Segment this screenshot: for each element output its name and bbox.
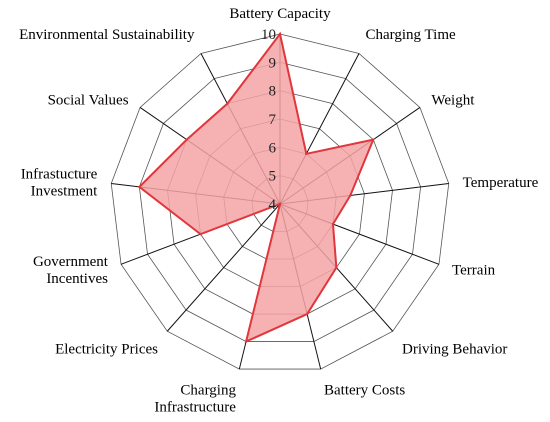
data-point-6 — [305, 312, 309, 316]
data-point-11 — [185, 138, 188, 141]
category-label-8: Electricity Prices — [55, 342, 158, 358]
category-label-7: Charging Infrastructure — [154, 383, 236, 416]
spoke-8 — [166, 203, 281, 332]
data-point-9 — [199, 232, 202, 236]
tick-label-8: 8 — [269, 84, 277, 100]
tick-label-9: 9 — [269, 55, 277, 71]
data-point-5 — [335, 266, 338, 269]
series-area-0 — [137, 31, 375, 344]
category-label-4: Terrain — [452, 262, 496, 278]
category-label-9: Government Incentives — [33, 254, 109, 287]
data-point-8 — [278, 202, 282, 206]
category-label-1: Charging Time — [366, 27, 457, 43]
data-point-10 — [138, 185, 141, 189]
data-point-7 — [244, 340, 248, 343]
grid-ring-9 — [138, 61, 422, 342]
data-point-12 — [226, 102, 229, 105]
category-label-2: Weight — [431, 92, 475, 108]
category-label-5: Driving Behavior — [402, 342, 507, 358]
category-label-11: Social Values — [48, 92, 129, 108]
category-label-10: Infrastucture Investment — [21, 166, 98, 199]
radar-series — [137, 31, 375, 344]
radial-tick-labels: 4 5 6 7 8 9 10 — [261, 27, 277, 213]
data-point-3 — [349, 194, 352, 197]
tick-label-6: 6 — [269, 140, 277, 156]
data-point-1 — [305, 152, 308, 156]
tick-label-5: 5 — [269, 169, 277, 185]
data-point-2 — [372, 138, 375, 141]
data-point-4 — [331, 222, 335, 226]
category-label-3: Temperature — [463, 175, 539, 191]
tick-label-10: 10 — [261, 27, 276, 43]
category-label-12: Environmental Sustainability — [19, 27, 195, 43]
tick-label-4: 4 — [269, 197, 277, 213]
category-label-0: Battery Capacity — [229, 6, 331, 22]
category-labels: Battery Capacity Charging Time Weight Tempe… — [19, 6, 538, 416]
grid-ring-10 — [110, 33, 450, 370]
data-point-0 — [278, 32, 282, 36]
category-label-6: Battery Costs — [324, 383, 405, 399]
tick-label-7: 7 — [269, 112, 277, 128]
